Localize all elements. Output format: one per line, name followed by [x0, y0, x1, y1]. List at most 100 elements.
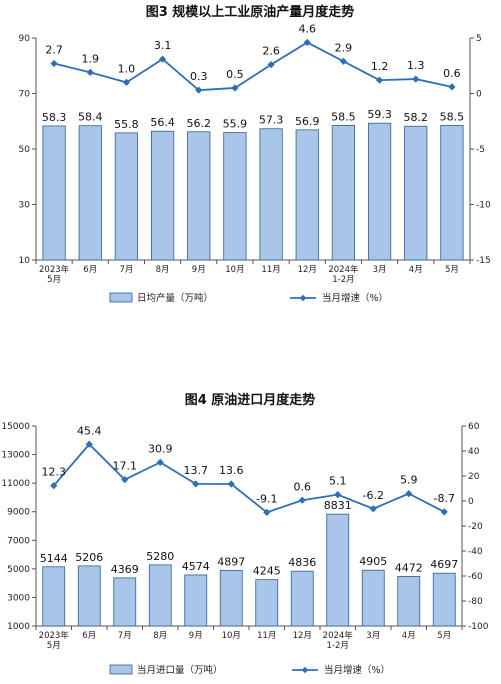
chart2-y-right-tick-label: 0: [468, 497, 474, 507]
chart1-x-tick-label: 12月: [298, 265, 317, 275]
chart1-bar-value-label: 55.8: [114, 118, 139, 131]
chart1-growth-value-label: 2.7: [45, 44, 63, 57]
chart1-y-left-tick-label: 30: [19, 201, 31, 211]
chart1-bar-value-label: 58.5: [440, 110, 465, 123]
chart2-growth-point: [50, 482, 58, 490]
chart2-x-tick-label: 4月: [402, 631, 416, 641]
chart2-bar-value-label: 4897: [217, 555, 245, 568]
chart1-x-tick-label: 3月: [373, 265, 387, 275]
chart2-x-tick-label: 5月: [47, 641, 61, 651]
chart2-growth-point: [334, 491, 342, 499]
chart1-legend-bar-swatch: [109, 292, 133, 303]
chart2-bar-value-label: 5206: [75, 551, 103, 564]
chart1-legend-bar-label: 日均产量（万吨）: [137, 292, 213, 304]
chart2-x-tick-label: 11月: [257, 631, 276, 641]
chart2-y-right-tick-label: -60: [468, 572, 483, 582]
chart1-x-tick-label: 10月: [225, 265, 244, 275]
chart2-bar: [361, 569, 385, 627]
chart2-x-tick-label: 5月: [437, 631, 451, 641]
chart2-y-left-tick-label: 3000: [7, 593, 30, 603]
chart2-bar-value-label: 4905: [359, 555, 387, 568]
chart1-x-tick-label: 4月: [409, 265, 423, 275]
chart2-y-right-tick-label: 60: [468, 422, 480, 432]
chart2-x-tick-label: 1-2月: [327, 641, 349, 651]
chart1-x-tick-label: 6月: [83, 265, 97, 275]
chart1-bar: [440, 125, 464, 261]
chart2-growth-line: [53, 442, 445, 514]
chart1-growth-point: [339, 57, 348, 65]
chart2-bar: [397, 576, 421, 627]
chart1-bar-value-label: 59.3: [367, 108, 392, 121]
chart2-growth-point: [85, 440, 93, 448]
chart2-bar: [77, 565, 101, 627]
chart1-growth-point: [448, 83, 456, 91]
chart1-x-tick-label: 5月: [445, 265, 459, 275]
chart1-x-tick-label: 9月: [192, 265, 206, 275]
chart2-x-tick-label: 2024年: [323, 630, 354, 641]
chart1-bar: [78, 125, 102, 261]
chart1-growth-value-label: 0.3: [190, 70, 208, 83]
chart1-growth-point: [375, 76, 384, 84]
chart1-bar-value-label: 58.4: [78, 111, 103, 124]
chart1-growth-value-label: 1.9: [82, 52, 100, 65]
chart1-growth-value-label: 1.3: [407, 59, 425, 72]
chart2-growth-point: [121, 476, 129, 484]
chart2-y-right-tick-label: -20: [468, 522, 483, 532]
chart1-legend-line-marker: [299, 294, 307, 302]
chart1-growth-value-label: 0.5: [226, 68, 244, 81]
chart1-x-tick-label: 8月: [156, 265, 170, 275]
chart2-growth-point: [369, 505, 377, 513]
chart2-bar: [255, 579, 279, 627]
chart2-growth-value-label: 5.9: [400, 474, 418, 487]
chart1-bar: [259, 128, 283, 261]
chart2-growth-point: [440, 508, 448, 516]
chart2-x-tick-label: 12月: [293, 631, 312, 641]
chart2-growth-point: [263, 508, 271, 516]
chart1-x-tick-label: 11月: [261, 265, 280, 275]
chart1-growth-point: [303, 38, 311, 47]
chart2-y-left-tick-label: 9000: [7, 508, 30, 518]
chart2-x-tick-label: 6月: [82, 631, 96, 641]
chart2-bar: [290, 570, 314, 627]
chart1-bar: [367, 122, 392, 261]
chart2-growth-value-label: -8.7: [434, 492, 455, 505]
chart2-growth-value-label: 45.4: [77, 424, 102, 437]
chart2-bar: [148, 564, 172, 627]
chart2-y-right-tick-label: -80: [468, 597, 483, 607]
chart1-growth-point: [86, 68, 94, 77]
chart1-x-tick-label: 7月: [119, 265, 133, 275]
chart1-bar-value-label: 56.2: [187, 117, 212, 130]
chart2-bar-value-label: 5144: [40, 552, 68, 565]
chart2-x-tick-label: 7月: [118, 631, 132, 641]
chart2-y-left-tick-label: 5000: [7, 565, 30, 575]
chart1-bar: [114, 132, 139, 261]
chart2-oil-import: 1000 3000 5000 7000 9000 11000 13000 15000 60 40 2…: [1, 422, 488, 676]
chart2-bar-value-label: 4836: [288, 556, 316, 569]
chart2-y-right-tick-label: 40: [468, 447, 480, 457]
chart2-growth-value-label: 13.6: [219, 464, 244, 477]
chart1-bar: [187, 131, 211, 261]
chart2-growth-value-label: 0.6: [294, 480, 312, 493]
chart2-bar: [184, 574, 208, 627]
chart1-y-left-tick-label: 50: [19, 145, 31, 155]
chart1-x-tick-label: 2023年: [39, 264, 70, 275]
chart2-growth-point: [405, 490, 413, 498]
chart1-y-right-tick-label: 0: [476, 90, 482, 100]
chart1-growth-point: [122, 78, 131, 86]
chart1-growth-point: [50, 59, 58, 68]
chart2-growth-value-label: 30.9: [148, 442, 173, 455]
chart1-bar: [42, 125, 66, 261]
chart2-growth-value-label: -6.2: [363, 489, 384, 502]
chart2-y-left-tick-label: 13000: [1, 451, 30, 461]
chart2-y-left-tick-label: 11000: [1, 479, 30, 489]
chart2-bar: [219, 569, 243, 627]
chart2-legend-line-label: 当月增速（%）: [324, 664, 390, 676]
chart2-bar-value-label: 5280: [146, 550, 174, 563]
chart2-x-tick-label: 10月: [222, 631, 241, 641]
chart2-legend-bar-swatch: [109, 664, 133, 675]
chart1-growth-point: [412, 75, 420, 83]
chart1-growth-value-label: 3.1: [154, 39, 172, 52]
chart2-growth-value-label: 13.7: [184, 464, 209, 477]
